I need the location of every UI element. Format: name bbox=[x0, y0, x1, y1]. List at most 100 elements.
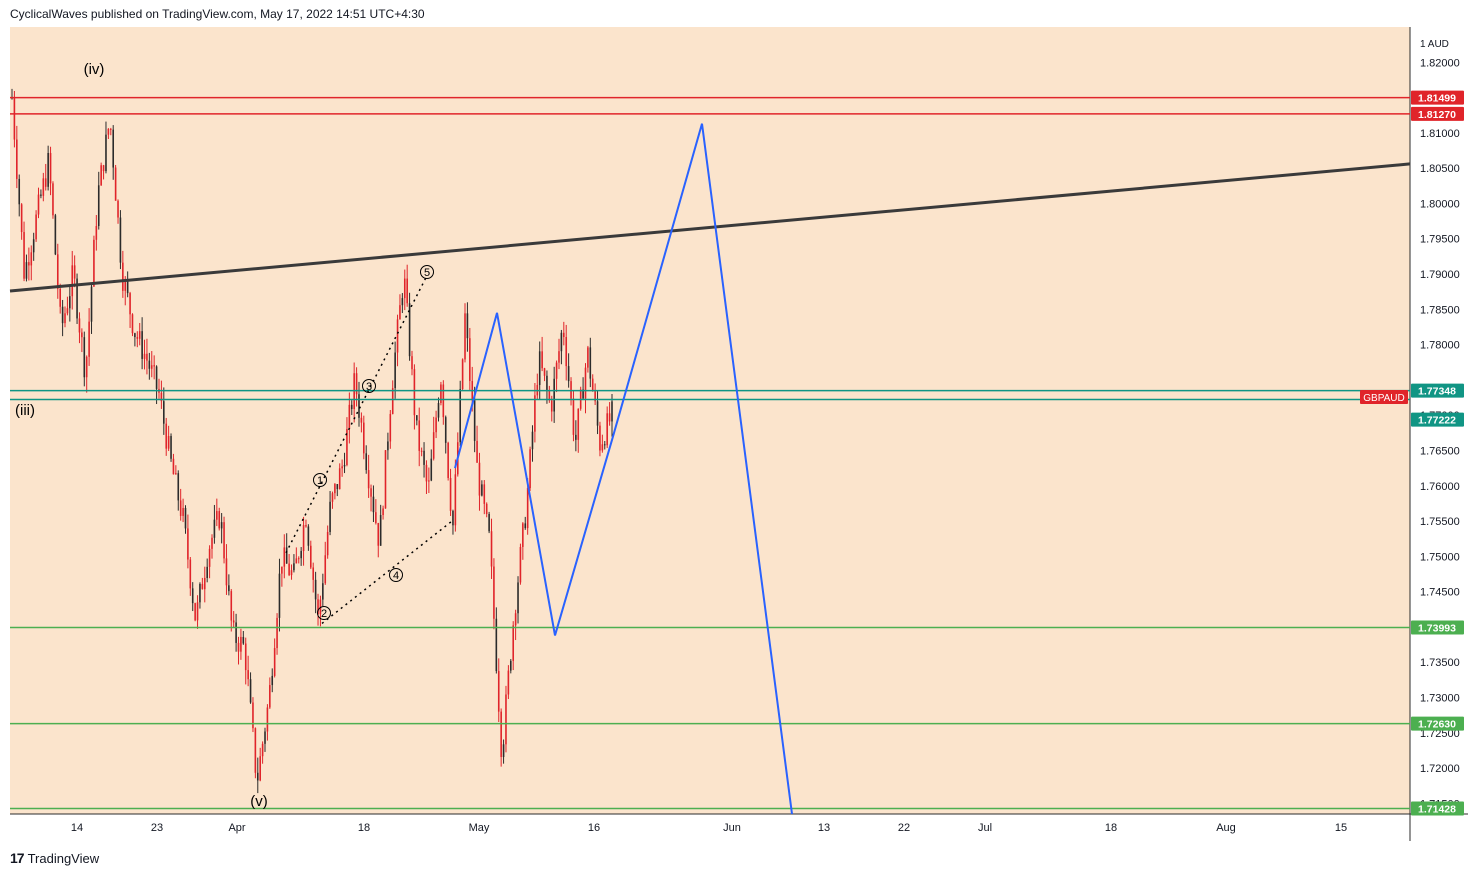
candle-body bbox=[228, 585, 230, 592]
candle-body bbox=[379, 515, 382, 546]
tradingview-brand[interactable]: TradingView bbox=[27, 850, 100, 866]
candle-body bbox=[305, 525, 307, 527]
candle-body bbox=[201, 583, 204, 590]
price-badge-label: 1.81499 bbox=[1418, 93, 1456, 105]
candle-body bbox=[114, 167, 117, 201]
wave-circle bbox=[362, 379, 376, 393]
candle-body bbox=[495, 618, 498, 672]
price-badge-label: 1.81270 bbox=[1418, 109, 1456, 121]
candle-body bbox=[319, 599, 322, 615]
candle-body bbox=[122, 262, 124, 291]
candle-body bbox=[502, 744, 505, 757]
publisher-header: CyclicalWaves published on TradingView.c… bbox=[10, 7, 425, 21]
candle-body bbox=[61, 306, 64, 324]
candle-body bbox=[596, 401, 599, 426]
candle-body bbox=[350, 404, 353, 410]
wave-labels-layer: (iv) (iii) (v) 1 2 3 4 5 bbox=[15, 61, 434, 810]
candle-body bbox=[382, 508, 384, 516]
price-badge bbox=[1411, 716, 1464, 731]
candle-body bbox=[411, 356, 413, 370]
candle-body bbox=[534, 395, 536, 432]
candle-body bbox=[509, 660, 512, 671]
candle-body bbox=[97, 185, 100, 226]
candle-body bbox=[42, 178, 45, 196]
candle-body bbox=[572, 398, 575, 435]
candle-body bbox=[577, 408, 580, 440]
candle-body bbox=[425, 464, 428, 482]
candle-body bbox=[531, 431, 534, 450]
candle-body bbox=[594, 391, 596, 402]
candle-body bbox=[285, 547, 288, 564]
candle-body bbox=[83, 337, 86, 378]
candle-body bbox=[391, 388, 394, 414]
y-tick-label: 1.81000 bbox=[1420, 128, 1460, 140]
price-badges-layer: 1.81499 1.81270 1.77348 1.77222 1.73993 1.726… bbox=[1360, 90, 1464, 816]
candle-body bbox=[488, 513, 490, 532]
y-tick-label: 1.75500 bbox=[1420, 516, 1460, 528]
candle-body bbox=[32, 239, 35, 253]
price-badge bbox=[1411, 106, 1464, 121]
x-tick-label: 18 bbox=[358, 822, 370, 834]
x-tick-label: 18 bbox=[1105, 822, 1117, 834]
candle-body bbox=[483, 484, 486, 504]
candle-body bbox=[546, 375, 548, 391]
candle-body bbox=[611, 401, 613, 422]
price-levels-layer bbox=[10, 96, 1410, 810]
tradingview-logo-icon[interactable]: 17 bbox=[10, 850, 25, 866]
candle-body bbox=[447, 442, 449, 479]
candle-body bbox=[300, 551, 302, 559]
price-axis: 1 AUD 1.82000 1.81000 1.80500 1.80000 1.79500… bbox=[1420, 39, 1460, 810]
candle-body bbox=[69, 296, 71, 309]
candle-body bbox=[358, 394, 360, 418]
candle-body bbox=[66, 308, 69, 314]
wave-circle bbox=[389, 568, 403, 582]
candle-body bbox=[276, 617, 278, 649]
candle-body bbox=[377, 523, 380, 546]
x-tick-label: 22 bbox=[898, 822, 910, 834]
candle-body bbox=[565, 337, 568, 367]
candle-body bbox=[146, 353, 148, 361]
candle-body bbox=[387, 441, 389, 451]
candle-body bbox=[406, 278, 408, 304]
symbol-badge bbox=[1360, 390, 1408, 404]
candle-body bbox=[435, 417, 437, 433]
candle-body bbox=[570, 381, 572, 399]
wave-label: (iii) bbox=[15, 402, 35, 419]
candle-body bbox=[119, 217, 122, 263]
price-badge-label: 1.73993 bbox=[1418, 622, 1456, 634]
candle-body bbox=[584, 367, 587, 399]
candle-body bbox=[218, 511, 221, 529]
candle-body bbox=[271, 675, 274, 686]
candle-body bbox=[18, 178, 21, 205]
candle-body bbox=[454, 474, 457, 526]
candle-body bbox=[331, 493, 334, 502]
candle-body bbox=[317, 599, 319, 615]
candle-body bbox=[179, 500, 182, 516]
x-tick-label: Jun bbox=[723, 822, 741, 834]
candle-body bbox=[403, 278, 406, 299]
candle-body bbox=[232, 620, 235, 623]
candle-body bbox=[341, 466, 343, 469]
candle-body bbox=[95, 225, 98, 240]
candle-body bbox=[302, 525, 305, 552]
candle-body bbox=[442, 384, 445, 418]
candle-body bbox=[44, 178, 47, 187]
chart-container[interactable]: (iv) (iii) (v) 1 2 3 4 5 1 AUD 1.82000 1.81000 1.8… bbox=[0, 0, 1478, 850]
candle-body bbox=[375, 512, 377, 524]
price-badge bbox=[1411, 383, 1464, 398]
candle-body bbox=[440, 384, 442, 404]
candle-body bbox=[213, 519, 216, 538]
y-tick-label: 1.78000 bbox=[1420, 340, 1460, 352]
trendline-layer bbox=[9, 162, 1411, 293]
candle-body bbox=[543, 368, 546, 376]
candle-body bbox=[384, 450, 387, 509]
candle-body bbox=[314, 579, 317, 600]
projection-layer bbox=[454, 123, 793, 815]
wave-label: 2 bbox=[321, 608, 327, 620]
candle-body bbox=[297, 558, 300, 560]
candle-body bbox=[526, 488, 529, 529]
candle-body bbox=[23, 232, 25, 279]
wave-circle bbox=[317, 606, 331, 620]
candle-body bbox=[522, 523, 524, 548]
